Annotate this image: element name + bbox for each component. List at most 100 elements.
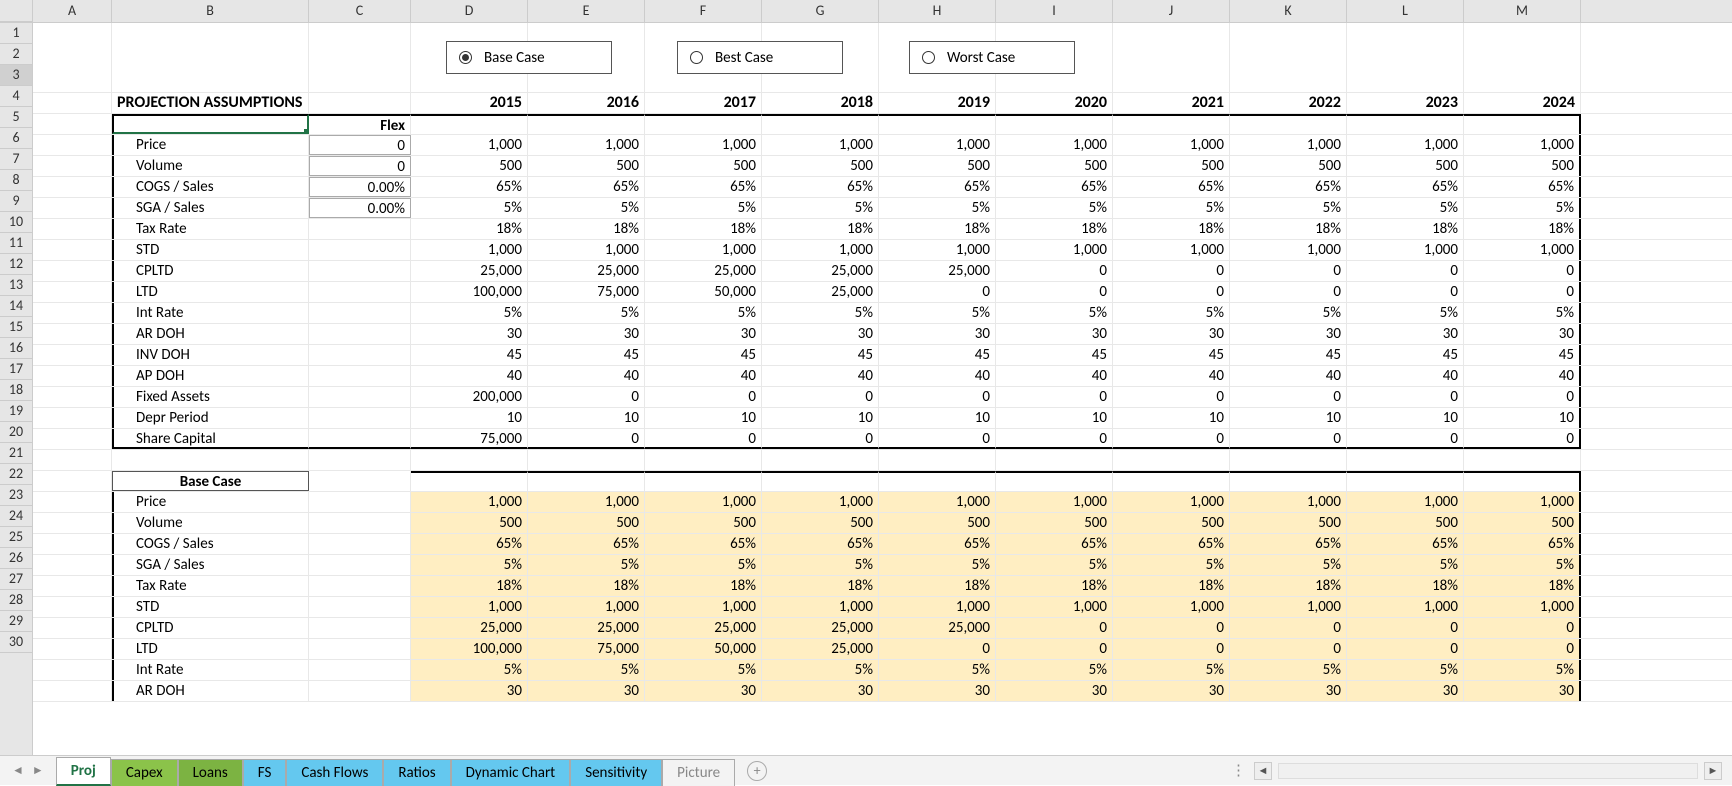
- scenario-radio-2[interactable]: Worst Case: [909, 41, 1075, 74]
- assumption-value-15-8[interactable]: 40: [1347, 366, 1464, 386]
- assumption-value-17-8[interactable]: 10: [1347, 408, 1464, 428]
- assumption-value-11-6[interactable]: 0: [1113, 282, 1230, 302]
- case-value-22-7[interactable]: 500: [1230, 513, 1347, 533]
- column-header-F[interactable]: F: [645, 0, 762, 22]
- case-value-22-5[interactable]: 500: [996, 513, 1113, 533]
- flex-value-4[interactable]: 0: [309, 135, 411, 155]
- assumption-value-14-6[interactable]: 45: [1113, 345, 1230, 365]
- assumption-value-6-0[interactable]: 65%: [411, 177, 528, 197]
- assumption-value-8-1[interactable]: 18%: [528, 219, 645, 239]
- column-header-G[interactable]: G: [762, 0, 879, 22]
- assumption-value-18-2[interactable]: 0: [645, 429, 762, 449]
- case-value-27-1[interactable]: 25,000: [528, 618, 645, 638]
- row-header-12[interactable]: 12: [0, 254, 32, 275]
- row-header-20[interactable]: 20: [0, 422, 32, 443]
- assumption-value-17-6[interactable]: 10: [1113, 408, 1230, 428]
- assumption-value-16-2[interactable]: 0: [645, 387, 762, 407]
- case-value-21-3[interactable]: 1,000: [762, 492, 879, 512]
- case-value-29-8[interactable]: 5%: [1347, 660, 1464, 680]
- assumption-value-9-6[interactable]: 1,000: [1113, 240, 1230, 260]
- case-label[interactable]: Base Case: [112, 471, 309, 491]
- case-value-21-1[interactable]: 1,000: [528, 492, 645, 512]
- assumption-value-12-4[interactable]: 5%: [879, 303, 996, 323]
- case-value-30-3[interactable]: 30: [762, 681, 879, 701]
- year-header-2015[interactable]: 2015: [411, 93, 528, 113]
- assumption-value-17-2[interactable]: 10: [645, 408, 762, 428]
- assumption-value-4-5[interactable]: 1,000: [996, 135, 1113, 155]
- assumption-value-7-5[interactable]: 5%: [996, 198, 1113, 218]
- row-header-9[interactable]: 9: [0, 191, 32, 212]
- case-value-28-4[interactable]: 0: [879, 639, 996, 659]
- case-value-29-9[interactable]: 5%: [1464, 660, 1581, 680]
- assumption-value-11-8[interactable]: 0: [1347, 282, 1464, 302]
- row-header-15[interactable]: 15: [0, 317, 32, 338]
- assumption-label-18[interactable]: Share Capital: [112, 429, 309, 449]
- case-value-26-1[interactable]: 1,000: [528, 597, 645, 617]
- assumption-value-4-8[interactable]: 1,000: [1347, 135, 1464, 155]
- row-header-26[interactable]: 26: [0, 548, 32, 569]
- case-value-25-2[interactable]: 18%: [645, 576, 762, 596]
- assumption-value-12-0[interactable]: 5%: [411, 303, 528, 323]
- assumption-value-12-8[interactable]: 5%: [1347, 303, 1464, 323]
- assumption-label-8[interactable]: Tax Rate: [112, 219, 309, 239]
- assumption-value-11-3[interactable]: 25,000: [762, 282, 879, 302]
- case-row-label-27[interactable]: CPLTD: [112, 618, 309, 638]
- assumption-value-18-6[interactable]: 0: [1113, 429, 1230, 449]
- year-header-2019[interactable]: 2019: [879, 93, 996, 113]
- assumption-value-17-0[interactable]: 10: [411, 408, 528, 428]
- assumption-value-4-3[interactable]: 1,000: [762, 135, 879, 155]
- assumption-label-12[interactable]: Int Rate: [112, 303, 309, 323]
- assumption-value-15-6[interactable]: 40: [1113, 366, 1230, 386]
- assumption-value-10-3[interactable]: 25,000: [762, 261, 879, 281]
- case-value-30-6[interactable]: 30: [1113, 681, 1230, 701]
- case-value-24-5[interactable]: 5%: [996, 555, 1113, 575]
- assumption-value-15-2[interactable]: 40: [645, 366, 762, 386]
- assumption-value-15-4[interactable]: 40: [879, 366, 996, 386]
- row-header-21[interactable]: 21: [0, 443, 32, 464]
- year-header-2020[interactable]: 2020: [996, 93, 1113, 113]
- assumption-label-15[interactable]: AP DOH: [112, 366, 309, 386]
- case-value-26-5[interactable]: 1,000: [996, 597, 1113, 617]
- assumption-value-4-2[interactable]: 1,000: [645, 135, 762, 155]
- assumption-value-14-0[interactable]: 45: [411, 345, 528, 365]
- tab-capex[interactable]: Capex: [111, 759, 178, 786]
- assumption-value-16-8[interactable]: 0: [1347, 387, 1464, 407]
- row-header-1[interactable]: 1: [0, 23, 32, 44]
- assumption-value-17-9[interactable]: 10: [1464, 408, 1581, 428]
- year-header-2022[interactable]: 2022: [1230, 93, 1347, 113]
- case-value-25-8[interactable]: 18%: [1347, 576, 1464, 596]
- case-row-label-21[interactable]: Price: [112, 492, 309, 512]
- assumption-label-16[interactable]: Fixed Assets: [112, 387, 309, 407]
- case-value-23-3[interactable]: 65%: [762, 534, 879, 554]
- case-value-24-1[interactable]: 5%: [528, 555, 645, 575]
- assumption-value-13-7[interactable]: 30: [1230, 324, 1347, 344]
- row-header-8[interactable]: 8: [0, 170, 32, 191]
- case-value-27-2[interactable]: 25,000: [645, 618, 762, 638]
- case-value-30-1[interactable]: 30: [528, 681, 645, 701]
- sheet-nav-arrows[interactable]: ◄ ►: [0, 763, 56, 778]
- assumption-value-6-4[interactable]: 65%: [879, 177, 996, 197]
- assumption-value-14-3[interactable]: 45: [762, 345, 879, 365]
- row-header-24[interactable]: 24: [0, 506, 32, 527]
- year-header-2021[interactable]: 2021: [1113, 93, 1230, 113]
- case-value-27-0[interactable]: 25,000: [411, 618, 528, 638]
- tab-picture[interactable]: Picture: [662, 759, 735, 786]
- assumption-value-10-6[interactable]: 0: [1113, 261, 1230, 281]
- case-value-26-2[interactable]: 1,000: [645, 597, 762, 617]
- add-sheet-button[interactable]: +: [747, 761, 767, 781]
- assumption-value-5-7[interactable]: 500: [1230, 156, 1347, 176]
- row-header-29[interactable]: 29: [0, 611, 32, 632]
- case-row-label-30[interactable]: AR DOH: [112, 681, 309, 701]
- case-value-28-8[interactable]: 0: [1347, 639, 1464, 659]
- row-header-10[interactable]: 10: [0, 212, 32, 233]
- column-header-K[interactable]: K: [1230, 0, 1347, 22]
- year-header-2017[interactable]: 2017: [645, 93, 762, 113]
- case-value-23-5[interactable]: 65%: [996, 534, 1113, 554]
- assumption-value-17-7[interactable]: 10: [1230, 408, 1347, 428]
- flex-value-8[interactable]: [309, 219, 411, 239]
- assumption-value-12-5[interactable]: 5%: [996, 303, 1113, 323]
- selected-cell-B3[interactable]: [112, 114, 309, 134]
- flex-value-16[interactable]: [309, 387, 411, 407]
- flex-value-11[interactable]: [309, 282, 411, 302]
- case-value-26-9[interactable]: 1,000: [1464, 597, 1581, 617]
